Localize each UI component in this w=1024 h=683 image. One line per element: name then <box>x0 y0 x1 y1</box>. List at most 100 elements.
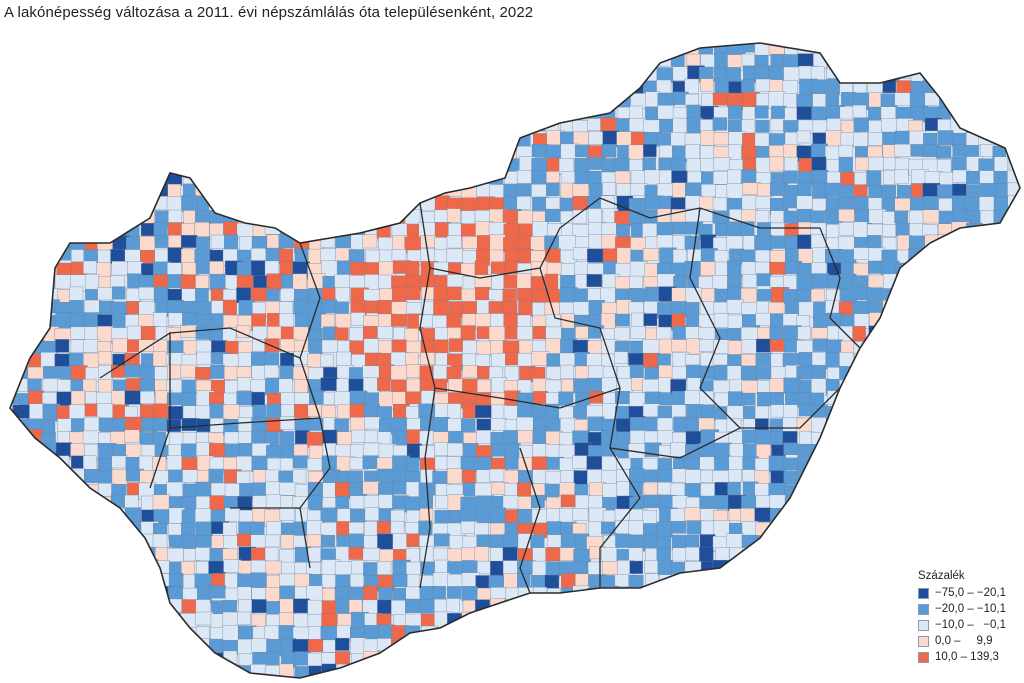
municipality-cell <box>993 28 1007 41</box>
municipality-cell <box>474 626 493 644</box>
municipality-cell <box>827 679 843 683</box>
municipality-cell <box>602 677 620 678</box>
municipality-cell <box>420 653 438 667</box>
municipality-cell <box>658 145 675 158</box>
municipality-cell <box>657 417 673 432</box>
municipality-cell <box>14 118 30 132</box>
municipality-cell <box>378 651 393 665</box>
municipality-cell <box>812 198 828 212</box>
municipality-cell <box>10 131 13 146</box>
municipality-cell <box>349 92 365 110</box>
municipality-cell <box>684 78 699 94</box>
municipality-cell <box>769 261 786 275</box>
municipality-cell <box>307 43 324 58</box>
municipality-cell <box>853 663 868 678</box>
municipality-cell <box>334 391 352 407</box>
municipality-cell <box>308 80 327 94</box>
municipality-cell <box>770 574 788 591</box>
municipality-cell <box>391 651 407 666</box>
municipality-cell <box>223 221 240 236</box>
municipality-cell <box>728 677 743 678</box>
municipality-cell <box>628 197 647 212</box>
municipality-cell <box>782 535 801 552</box>
municipality-cell <box>601 455 618 472</box>
municipality-cell <box>419 494 433 510</box>
municipality-cell <box>27 366 45 380</box>
municipality-cell <box>866 457 885 472</box>
municipality-cell <box>811 664 830 678</box>
municipality-cell <box>811 482 827 498</box>
municipality-cell <box>10 457 19 472</box>
municipality-cell <box>335 55 352 72</box>
municipality-cell <box>838 637 853 652</box>
municipality-cell <box>712 171 729 185</box>
municipality-cell <box>742 469 757 482</box>
municipality-cell <box>236 366 252 380</box>
municipality-cell <box>222 404 240 420</box>
municipality-cell <box>880 470 899 487</box>
county-border <box>169 417 321 429</box>
municipality-cell <box>671 588 685 602</box>
municipality-cell <box>14 600 29 616</box>
municipality-cell <box>658 28 673 39</box>
municipality-cell <box>10 249 17 264</box>
municipality-cell <box>98 587 114 601</box>
municipality-cell <box>447 468 463 484</box>
municipality-cell <box>475 43 493 45</box>
municipality-cell <box>306 171 320 188</box>
municipality-cell <box>224 54 243 69</box>
municipality-cell <box>546 53 564 69</box>
municipality-cell <box>167 678 181 683</box>
municipality-cell <box>195 66 210 83</box>
municipality-cell <box>124 65 143 79</box>
municipality-cell <box>882 509 899 524</box>
municipality-cell <box>741 665 758 678</box>
municipality-cell <box>208 170 224 187</box>
municipality-cell <box>180 235 198 248</box>
municipality-cell <box>251 455 268 473</box>
municipality-cell <box>154 130 173 144</box>
municipality-cell <box>13 143 28 157</box>
municipality-cell <box>572 455 588 469</box>
municipality-cell <box>909 404 925 420</box>
municipality-cell <box>98 600 116 618</box>
municipality-cell <box>880 367 898 381</box>
municipality-cell <box>476 340 492 357</box>
municipality-cell <box>113 145 129 163</box>
municipality-cell <box>390 600 407 616</box>
municipality-cell <box>124 494 139 510</box>
municipality-cell <box>112 156 131 170</box>
municipality-cell <box>854 638 873 652</box>
municipality-cell <box>112 28 130 40</box>
municipality-cell <box>195 611 214 626</box>
municipality-cell <box>531 93 546 107</box>
municipality-cell <box>421 93 436 106</box>
municipality-cell <box>812 404 828 419</box>
municipality-cell <box>684 507 701 521</box>
municipality-cell <box>404 676 421 678</box>
municipality-cell <box>965 405 980 420</box>
municipality-cell <box>10 195 15 209</box>
municipality-cell <box>41 145 59 159</box>
municipality-cell <box>908 120 923 133</box>
municipality-cell <box>138 638 154 656</box>
municipality-cell <box>825 457 841 474</box>
municipality-cell <box>628 625 644 639</box>
municipality-cell <box>897 496 912 515</box>
municipality-cell <box>896 534 912 549</box>
municipality-cell <box>517 235 532 250</box>
municipality-cell <box>71 28 86 42</box>
municipality-cell <box>96 131 113 145</box>
municipality-cell <box>42 676 58 678</box>
municipality-cell <box>12 404 30 419</box>
municipality-cell <box>670 132 686 146</box>
municipality-cell <box>840 573 858 591</box>
municipality-cell <box>993 299 1012 315</box>
municipality-cell <box>27 508 46 526</box>
municipality-cell <box>909 535 924 548</box>
municipality-cell <box>376 117 395 132</box>
municipality-cell <box>559 43 574 45</box>
municipality-cell <box>979 458 994 472</box>
municipality-cell <box>13 236 30 252</box>
municipality-cell <box>852 275 869 289</box>
